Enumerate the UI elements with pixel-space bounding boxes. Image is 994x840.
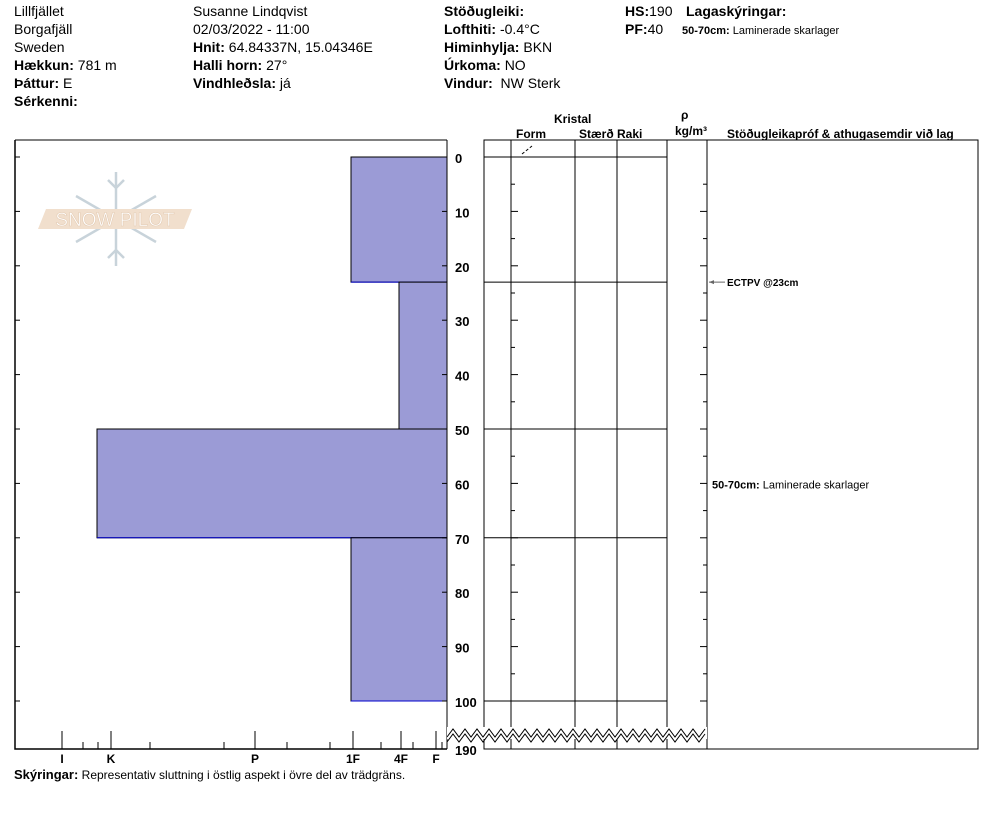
datetime: 02/03/2022 - 11:00 <box>193 21 310 37</box>
depth-label: 90 <box>455 641 469 656</box>
sky-label: Himinhylja: <box>444 39 520 55</box>
chart-frame <box>14 140 447 750</box>
hardness-tick-label: K <box>107 752 116 766</box>
hardness-bar-1 <box>398 281 448 430</box>
header-moisture: Raki <box>617 127 643 141</box>
precip-label: Úrkoma: <box>444 57 501 73</box>
footer-text: Representativ sluttning i östlig aspekt … <box>81 768 406 782</box>
wind-loading-label: Vindhleðsla: <box>193 75 276 91</box>
range: Borgafjäll <box>14 21 73 37</box>
observer: Susanne Lindqvist <box>193 3 308 19</box>
coords: 64.84337N, 15.04346E <box>228 39 373 55</box>
depth-label: 190 <box>455 743 477 758</box>
layer-comment-text: Laminerade skarlager <box>763 479 870 491</box>
air-temp-label: Lofthiti: <box>444 21 497 37</box>
hardness-bar-0 <box>350 156 448 283</box>
table-frame <box>483 139 979 750</box>
elevation: 781 m <box>77 57 117 73</box>
axis-break-zigzag <box>446 728 706 738</box>
hs: 190 <box>649 3 673 19</box>
arrowhead-icon <box>709 280 714 285</box>
slope: 27° <box>266 57 288 73</box>
layer-notes-label: Lagaskýringar: <box>686 3 787 19</box>
test-result: ECTPV @23cm <box>727 278 799 289</box>
sky: BKN <box>523 39 553 55</box>
features-label: Sérkenni: <box>14 93 78 109</box>
depth-label: 100 <box>455 695 477 710</box>
aspect: E <box>63 75 73 91</box>
wind-loading: já <box>279 75 291 91</box>
axis-break-zigzag <box>446 733 706 743</box>
header-crystal: Kristal <box>554 112 592 126</box>
stability-label: Stöðugleiki: <box>444 3 525 19</box>
depth-label: 0 <box>455 151 462 166</box>
header-form: Form <box>516 127 546 141</box>
layer-comment: 50-70cm: Laminerade skarlager <box>712 479 869 491</box>
depth-label: 40 <box>455 369 469 384</box>
footer-label: Skýringar: <box>14 767 79 782</box>
country: Sweden <box>14 39 65 55</box>
hardness-tick-label: I <box>60 752 63 766</box>
hardness-bar-2 <box>96 428 448 539</box>
hs-label: HS: <box>625 3 650 19</box>
precip: NO <box>504 57 526 73</box>
depth-label: 10 <box>455 205 469 220</box>
header-density-unit: kg/m³ <box>675 124 708 138</box>
header-size: Stærð <box>579 127 614 141</box>
precipitation-particles-icon <box>521 145 533 155</box>
location: Lillfjället <box>14 3 64 19</box>
layer-note-range: 50-70cm: <box>682 25 730 37</box>
layer-comment-range: 50-70cm: <box>712 479 763 491</box>
aspect-label: Þáttur: <box>14 75 60 91</box>
wind-label: Vindur: <box>444 75 493 91</box>
depth-label: 70 <box>455 532 469 547</box>
air-temp: -0.4°C <box>499 21 540 37</box>
wind: NW Sterk <box>500 75 561 91</box>
pf-label: PF: <box>625 21 648 37</box>
header-comments: Stöðugleikapróf & athugasemdir við lag <box>727 127 954 141</box>
hardness-tick-label: P <box>251 752 259 766</box>
hardness-tick-label: 1F <box>346 752 360 766</box>
depth-label: 60 <box>455 477 469 492</box>
hardness-tick-label: 4F <box>394 752 408 766</box>
pf: 40 <box>647 21 664 37</box>
elevation-label: Hækkun: <box>14 57 74 73</box>
snowpilot-logo: SNOW PILOT <box>38 172 192 266</box>
depth-label: 80 <box>455 586 469 601</box>
depth-label: 20 <box>455 260 469 275</box>
depth-label: 50 <box>455 423 469 438</box>
header-density-symbol: ρ <box>681 108 689 122</box>
hardness-bar-3 <box>350 537 448 702</box>
coords-label: Hnit: <box>193 39 225 55</box>
hardness-tick-label: F <box>432 752 439 766</box>
layer-note-text: Laminerade skarlager <box>732 25 840 37</box>
slope-label: Halli horn: <box>193 57 263 73</box>
depth-label: 30 <box>455 314 469 329</box>
logo-text: SNOW PILOT <box>55 210 175 231</box>
